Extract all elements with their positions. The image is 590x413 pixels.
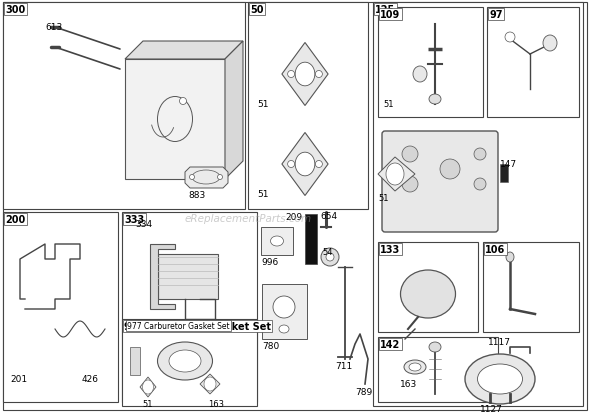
Text: 426: 426 bbox=[82, 374, 99, 383]
Text: 51: 51 bbox=[378, 194, 388, 202]
Bar bbox=[378, 242, 478, 332]
Bar bbox=[483, 242, 579, 332]
Polygon shape bbox=[185, 168, 228, 189]
Bar bbox=[378, 8, 483, 118]
Ellipse shape bbox=[386, 164, 404, 185]
Polygon shape bbox=[125, 60, 225, 180]
Polygon shape bbox=[282, 43, 328, 106]
Text: 209: 209 bbox=[285, 212, 302, 221]
Text: 125: 125 bbox=[375, 5, 395, 15]
Text: 1117: 1117 bbox=[488, 337, 511, 346]
Ellipse shape bbox=[543, 36, 557, 52]
Ellipse shape bbox=[288, 71, 294, 78]
Ellipse shape bbox=[474, 149, 486, 161]
Ellipse shape bbox=[204, 377, 216, 391]
Polygon shape bbox=[125, 42, 243, 60]
Ellipse shape bbox=[440, 159, 460, 180]
Bar bbox=[378, 337, 498, 402]
Text: 133: 133 bbox=[380, 244, 400, 254]
Ellipse shape bbox=[402, 147, 418, 163]
Ellipse shape bbox=[295, 63, 315, 87]
FancyBboxPatch shape bbox=[382, 132, 498, 233]
Bar bbox=[130, 347, 140, 375]
Text: 613: 613 bbox=[45, 23, 63, 32]
Bar bbox=[262, 284, 307, 339]
Ellipse shape bbox=[465, 354, 535, 404]
Ellipse shape bbox=[143, 380, 153, 394]
Ellipse shape bbox=[316, 161, 322, 168]
Text: 711: 711 bbox=[335, 361, 352, 370]
Ellipse shape bbox=[169, 350, 201, 372]
Bar bbox=[261, 228, 293, 255]
Text: 163: 163 bbox=[400, 379, 417, 388]
Text: 106: 106 bbox=[485, 244, 505, 254]
Bar bbox=[3, 212, 118, 402]
Text: 201: 201 bbox=[10, 374, 27, 383]
Text: 200: 200 bbox=[5, 214, 25, 224]
Text: 51: 51 bbox=[257, 100, 268, 109]
Ellipse shape bbox=[401, 271, 455, 318]
Text: 996: 996 bbox=[261, 257, 278, 266]
Polygon shape bbox=[150, 244, 175, 309]
Ellipse shape bbox=[270, 236, 284, 247]
Text: 51: 51 bbox=[383, 100, 394, 109]
Text: 147: 147 bbox=[500, 159, 517, 169]
Text: 51: 51 bbox=[142, 399, 152, 408]
Bar bbox=[3, 3, 245, 209]
Polygon shape bbox=[200, 374, 220, 394]
Ellipse shape bbox=[474, 178, 486, 190]
Bar bbox=[122, 212, 257, 402]
Text: 51: 51 bbox=[257, 190, 268, 199]
Polygon shape bbox=[282, 133, 328, 196]
Ellipse shape bbox=[279, 325, 289, 333]
Bar bbox=[122, 319, 257, 406]
Text: 334: 334 bbox=[135, 219, 152, 228]
Bar bbox=[500, 165, 508, 183]
Ellipse shape bbox=[158, 342, 212, 380]
Polygon shape bbox=[225, 42, 243, 180]
Text: 333: 333 bbox=[124, 214, 144, 224]
Ellipse shape bbox=[295, 153, 315, 176]
Text: eReplacementParts.com: eReplacementParts.com bbox=[184, 214, 312, 224]
Text: 109: 109 bbox=[380, 10, 400, 20]
Ellipse shape bbox=[321, 248, 339, 266]
Text: 54: 54 bbox=[322, 247, 333, 256]
Text: 977 Carburetor Gasket Set: 977 Carburetor Gasket Set bbox=[127, 321, 230, 330]
Ellipse shape bbox=[288, 161, 294, 168]
Ellipse shape bbox=[505, 33, 515, 43]
Text: 97: 97 bbox=[489, 10, 503, 20]
Ellipse shape bbox=[326, 254, 334, 261]
Ellipse shape bbox=[477, 364, 523, 394]
Bar bbox=[487, 8, 579, 118]
Bar bbox=[158, 254, 218, 299]
Ellipse shape bbox=[506, 252, 514, 262]
Text: 977 Carburetor Gasket Set: 977 Carburetor Gasket Set bbox=[124, 321, 271, 331]
Ellipse shape bbox=[409, 363, 421, 371]
Ellipse shape bbox=[429, 95, 441, 105]
Ellipse shape bbox=[429, 342, 441, 352]
Ellipse shape bbox=[179, 98, 186, 105]
Text: 654: 654 bbox=[320, 211, 337, 221]
Bar bbox=[305, 214, 317, 264]
Text: 50: 50 bbox=[250, 5, 264, 15]
Text: 780: 780 bbox=[262, 341, 279, 350]
Text: 300: 300 bbox=[5, 5, 25, 15]
Text: 883: 883 bbox=[188, 190, 205, 199]
Polygon shape bbox=[378, 158, 415, 192]
Polygon shape bbox=[140, 377, 156, 397]
Ellipse shape bbox=[273, 296, 295, 318]
Ellipse shape bbox=[189, 175, 195, 180]
Text: 1127: 1127 bbox=[480, 404, 503, 413]
Ellipse shape bbox=[316, 71, 322, 78]
Text: 142: 142 bbox=[380, 339, 400, 349]
Ellipse shape bbox=[413, 67, 427, 83]
Ellipse shape bbox=[404, 360, 426, 374]
Ellipse shape bbox=[218, 175, 222, 180]
Text: 163: 163 bbox=[208, 399, 224, 408]
Text: 789: 789 bbox=[355, 387, 372, 396]
Ellipse shape bbox=[402, 177, 418, 192]
Bar bbox=[248, 3, 368, 209]
Bar bbox=[373, 3, 583, 406]
